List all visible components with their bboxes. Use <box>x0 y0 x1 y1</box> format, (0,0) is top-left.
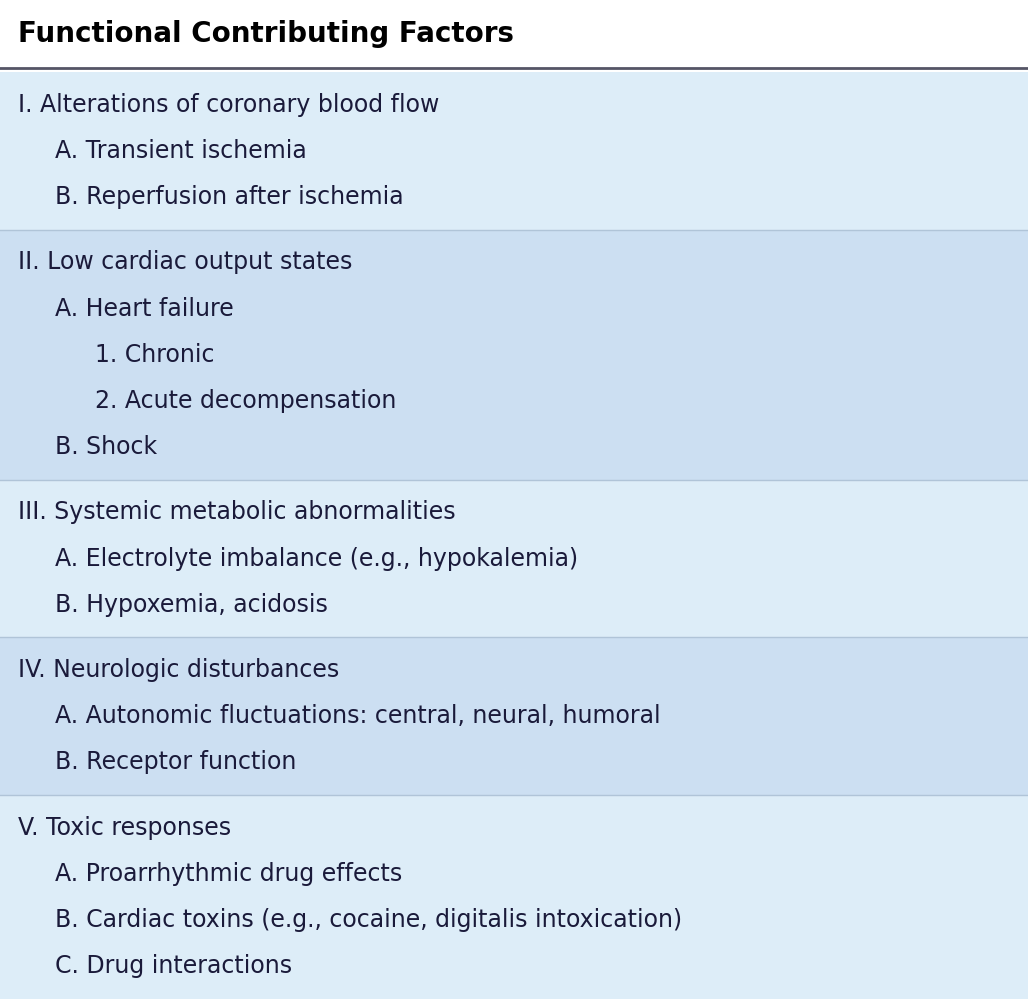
Text: III. Systemic metabolic abnormalities: III. Systemic metabolic abnormalities <box>19 500 455 525</box>
Text: I. Alterations of coronary blood flow: I. Alterations of coronary blood flow <box>19 93 439 117</box>
Text: A. Transient ischemia: A. Transient ischemia <box>56 139 306 163</box>
Text: A. Proarrhythmic drug effects: A. Proarrhythmic drug effects <box>56 862 402 886</box>
Text: B. Hypoxemia, acidosis: B. Hypoxemia, acidosis <box>56 593 328 616</box>
Text: B. Receptor function: B. Receptor function <box>56 750 296 774</box>
Text: A. Heart failure: A. Heart failure <box>56 296 233 320</box>
Text: IV. Neurologic disturbances: IV. Neurologic disturbances <box>19 659 339 682</box>
Bar <box>0 637 1028 796</box>
Bar <box>0 71 1028 230</box>
Text: II. Low cardiac output states: II. Low cardiac output states <box>19 251 353 274</box>
Bar <box>0 230 1028 479</box>
Bar <box>0 0 1028 68</box>
Text: C. Drug interactions: C. Drug interactions <box>56 955 292 979</box>
Text: B. Cardiac toxins (e.g., cocaine, digitalis intoxication): B. Cardiac toxins (e.g., cocaine, digita… <box>56 908 683 932</box>
Text: A. Electrolyte imbalance (e.g., hypokalemia): A. Electrolyte imbalance (e.g., hypokale… <box>56 547 578 571</box>
Bar <box>0 479 1028 637</box>
Text: B. Shock: B. Shock <box>56 435 157 459</box>
Bar <box>0 796 1028 999</box>
Text: B. Reperfusion after ischemia: B. Reperfusion after ischemia <box>56 185 404 209</box>
Text: A. Autonomic fluctuations: central, neural, humoral: A. Autonomic fluctuations: central, neur… <box>56 704 661 728</box>
Text: 2. Acute decompensation: 2. Acute decompensation <box>95 389 397 413</box>
Text: 1. Chronic: 1. Chronic <box>95 342 215 367</box>
Text: V. Toxic responses: V. Toxic responses <box>19 816 231 840</box>
Text: Functional Contributing Factors: Functional Contributing Factors <box>19 20 514 48</box>
